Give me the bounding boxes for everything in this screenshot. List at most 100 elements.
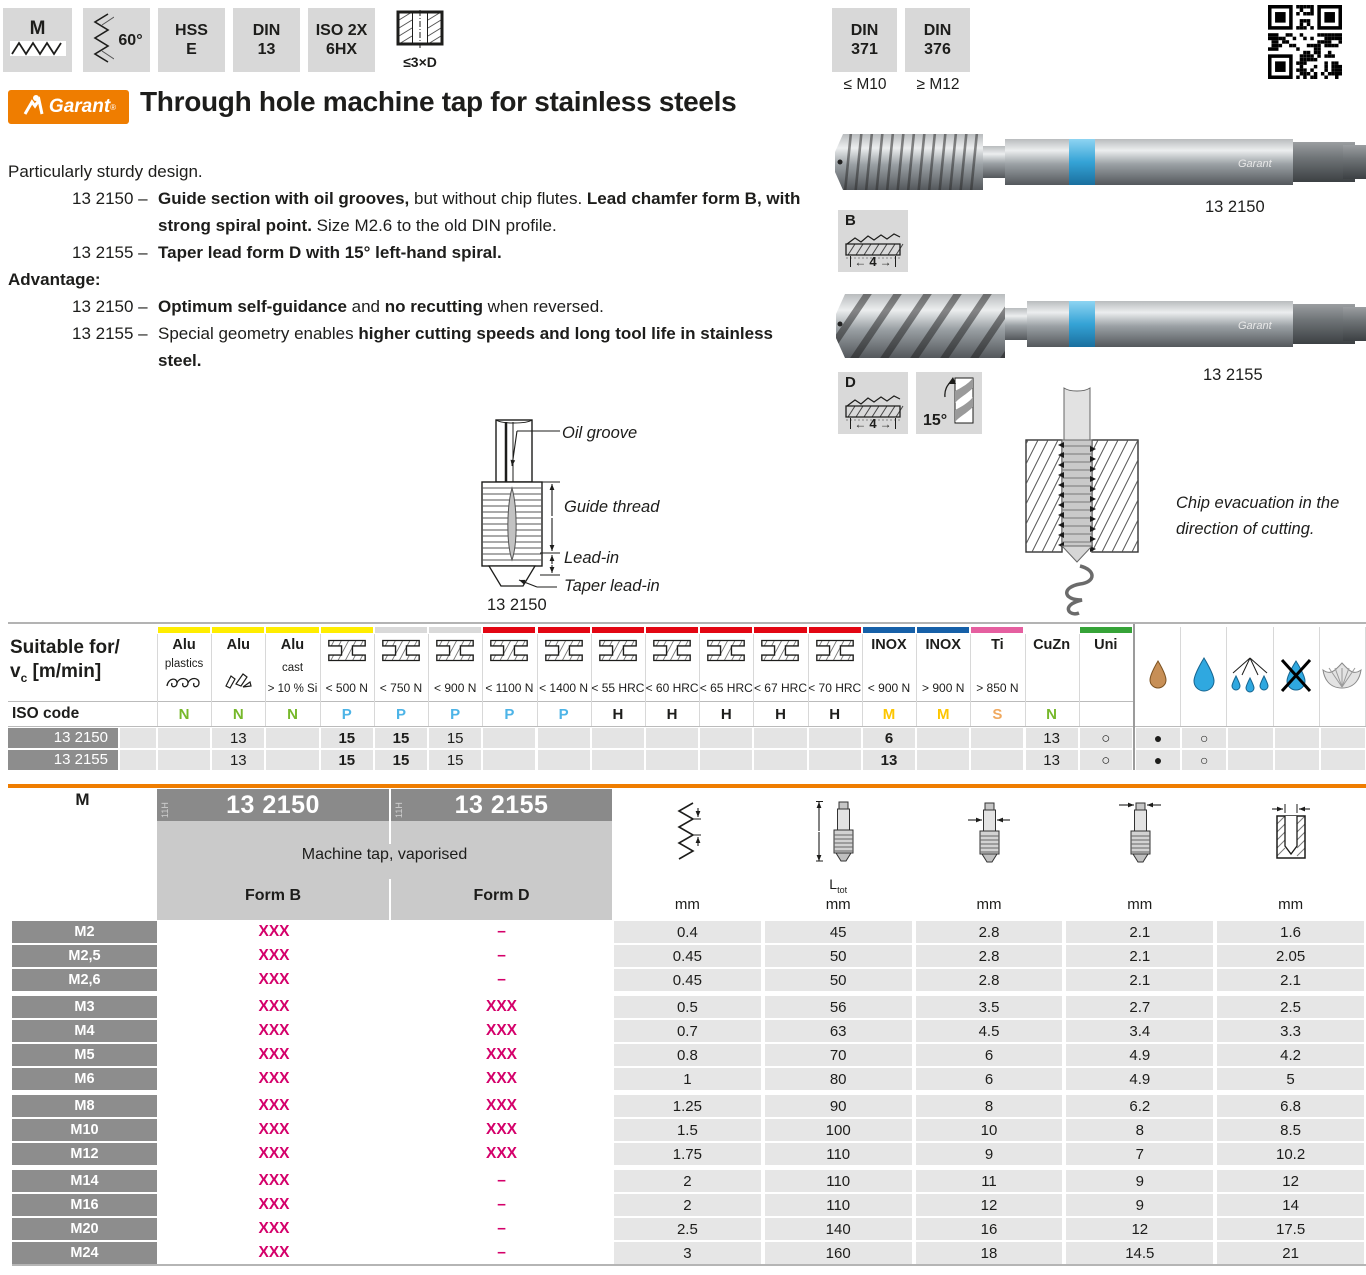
iso-row-bottom-line bbox=[8, 726, 1366, 727]
material-column-header: Alu cast > 10 % Si bbox=[265, 634, 319, 700]
size-row-label: M10 bbox=[12, 1119, 157, 1141]
advantage-code: 13 2155 – bbox=[72, 324, 148, 343]
dim-total-length-icon bbox=[815, 799, 861, 870]
material-column-header: < 750 N bbox=[374, 634, 428, 700]
vc-value-cell bbox=[971, 750, 1024, 770]
column-separator bbox=[590, 634, 592, 726]
arrow-left-icon: ← bbox=[854, 416, 867, 431]
material-strip bbox=[429, 627, 482, 633]
material-subname: > 10 % Si bbox=[267, 683, 318, 695]
garant-emblem-icon bbox=[21, 93, 45, 122]
vc-value-cell bbox=[158, 750, 211, 770]
advantage-item: 13 2155 – Special geometry enables higher… bbox=[8, 320, 838, 374]
product-photo-straight-tap: Garant bbox=[833, 120, 1366, 206]
vc-value-cell: 15 bbox=[374, 728, 428, 748]
feature-text-segment: Taper lead form D with 15° left-hand spi… bbox=[158, 243, 502, 262]
article-number: 13 2155 bbox=[454, 790, 549, 819]
feature-text-segment: but without chip flutes. bbox=[409, 189, 587, 208]
advantage-text: Special geometry enables higher cutting … bbox=[158, 320, 820, 374]
drawing-label-lead-in: Lead-in bbox=[564, 549, 620, 567]
din-badge: DIN 371 bbox=[832, 8, 897, 72]
material-strip bbox=[212, 627, 265, 633]
vc-value-cell bbox=[700, 750, 753, 770]
material-strip bbox=[700, 627, 753, 633]
material-subname: cast bbox=[281, 662, 304, 674]
column-separator bbox=[265, 634, 267, 726]
badge-label: 376 bbox=[924, 41, 951, 58]
iso-code-cell: H bbox=[720, 705, 732, 723]
drawing-caption: 13 2150 bbox=[487, 596, 547, 614]
dim-value-cell: 90 bbox=[764, 1095, 912, 1117]
material-column-header: Ti > 850 N bbox=[970, 634, 1024, 700]
dim-column-icon bbox=[1215, 792, 1366, 876]
material-strip bbox=[1079, 627, 1132, 633]
badge-label: ISO 2X bbox=[315, 22, 368, 39]
iso-code-cell: M bbox=[882, 705, 896, 723]
material-strip bbox=[917, 627, 970, 633]
garant-logo: Garant ® bbox=[8, 90, 129, 124]
form-label: Form B bbox=[245, 887, 301, 904]
chamfer-length-dimension: ← 4 → bbox=[838, 416, 908, 431]
dim-value-cell: 18 bbox=[915, 1242, 1063, 1264]
spec-badge: DIN 13 bbox=[233, 8, 300, 72]
material-strip bbox=[158, 627, 211, 633]
dim-value-cell: 3.3 bbox=[1217, 1020, 1364, 1042]
spec-badge: HSS E bbox=[158, 8, 225, 72]
coolant-column-header bbox=[1135, 627, 1182, 726]
dim-value-cell: 9 bbox=[1066, 1194, 1214, 1216]
spec-badge: ISO 2X 6HX bbox=[308, 8, 375, 72]
dim-value-cell: 12 bbox=[1066, 1218, 1214, 1240]
vc-symbol: v bbox=[10, 661, 21, 682]
vc-value-cell bbox=[754, 728, 807, 748]
chamfer-form-letter: D bbox=[845, 374, 856, 391]
dim-value-cell: 2.1 bbox=[1217, 969, 1364, 991]
dim-value-cell: 6 bbox=[915, 1044, 1063, 1066]
unit-label: mm bbox=[976, 896, 1002, 913]
material-ibeam-icon bbox=[327, 638, 367, 668]
vc-symbol: [m/min] bbox=[27, 661, 102, 682]
vc-value-cell bbox=[971, 728, 1024, 748]
form-b-availability: XXX bbox=[159, 1218, 389, 1240]
material-name: Alu bbox=[226, 637, 250, 653]
through-hole-icon bbox=[396, 10, 444, 55]
material-strength: > 850 N bbox=[976, 681, 1019, 695]
row-label-stub bbox=[120, 728, 156, 748]
vc-value-cell bbox=[537, 728, 590, 748]
coolant-value-cell: ○ bbox=[1182, 728, 1227, 748]
dim-core-hole-icon bbox=[1271, 802, 1311, 867]
advantage-text-segment: and bbox=[346, 297, 385, 316]
material-ibeam-icon bbox=[544, 638, 584, 668]
dim-value-cell: 70 bbox=[764, 1044, 912, 1066]
coolant-value-cell bbox=[1228, 750, 1273, 770]
dim-value-cell: 2.7 bbox=[1066, 996, 1214, 1018]
vc-value-cell: 15 bbox=[429, 750, 482, 770]
advantage-list: 13 2150 – Optimum self-guidance and no re… bbox=[8, 293, 838, 374]
form-label: Form D bbox=[473, 887, 530, 904]
dim-value-cell: 45 bbox=[764, 921, 912, 943]
vc-value-cell bbox=[646, 728, 699, 748]
dim-value-cell: 14 bbox=[1217, 1194, 1364, 1216]
table-bottom-border bbox=[12, 1264, 1366, 1266]
dim-value-cell: 4.9 bbox=[1066, 1068, 1214, 1090]
dim-value-cell: 2.5 bbox=[1217, 996, 1364, 1018]
vc-value-cell: 13 bbox=[1025, 728, 1078, 748]
form-d-availability: XXX bbox=[391, 1068, 612, 1090]
material-name: INOX bbox=[925, 637, 961, 653]
material-strip bbox=[971, 627, 1024, 633]
vc-value-cell bbox=[700, 728, 753, 748]
dim-column-icon bbox=[612, 792, 763, 876]
drawing-label-guide-thread: Guide thread bbox=[564, 498, 660, 516]
material-subname: plastics bbox=[164, 657, 204, 670]
iso-code-cell: P bbox=[395, 705, 406, 723]
vc-value-cell bbox=[917, 750, 970, 770]
dim-value-cell: 2.1 bbox=[1066, 921, 1214, 943]
column-separator bbox=[482, 634, 484, 726]
dim-column-icon bbox=[763, 792, 914, 876]
dim-value-cell: 4.5 bbox=[915, 1020, 1063, 1042]
feature-text-segment: Size M2.6 to the old DIN profile. bbox=[311, 216, 557, 235]
brand-name: Garant bbox=[48, 96, 111, 117]
advantage-heading: Advantage: bbox=[8, 270, 101, 289]
badge-label: E bbox=[186, 41, 197, 58]
dim-value-cell: 4.9 bbox=[1066, 1044, 1214, 1066]
form-b-availability: XXX bbox=[159, 969, 389, 991]
